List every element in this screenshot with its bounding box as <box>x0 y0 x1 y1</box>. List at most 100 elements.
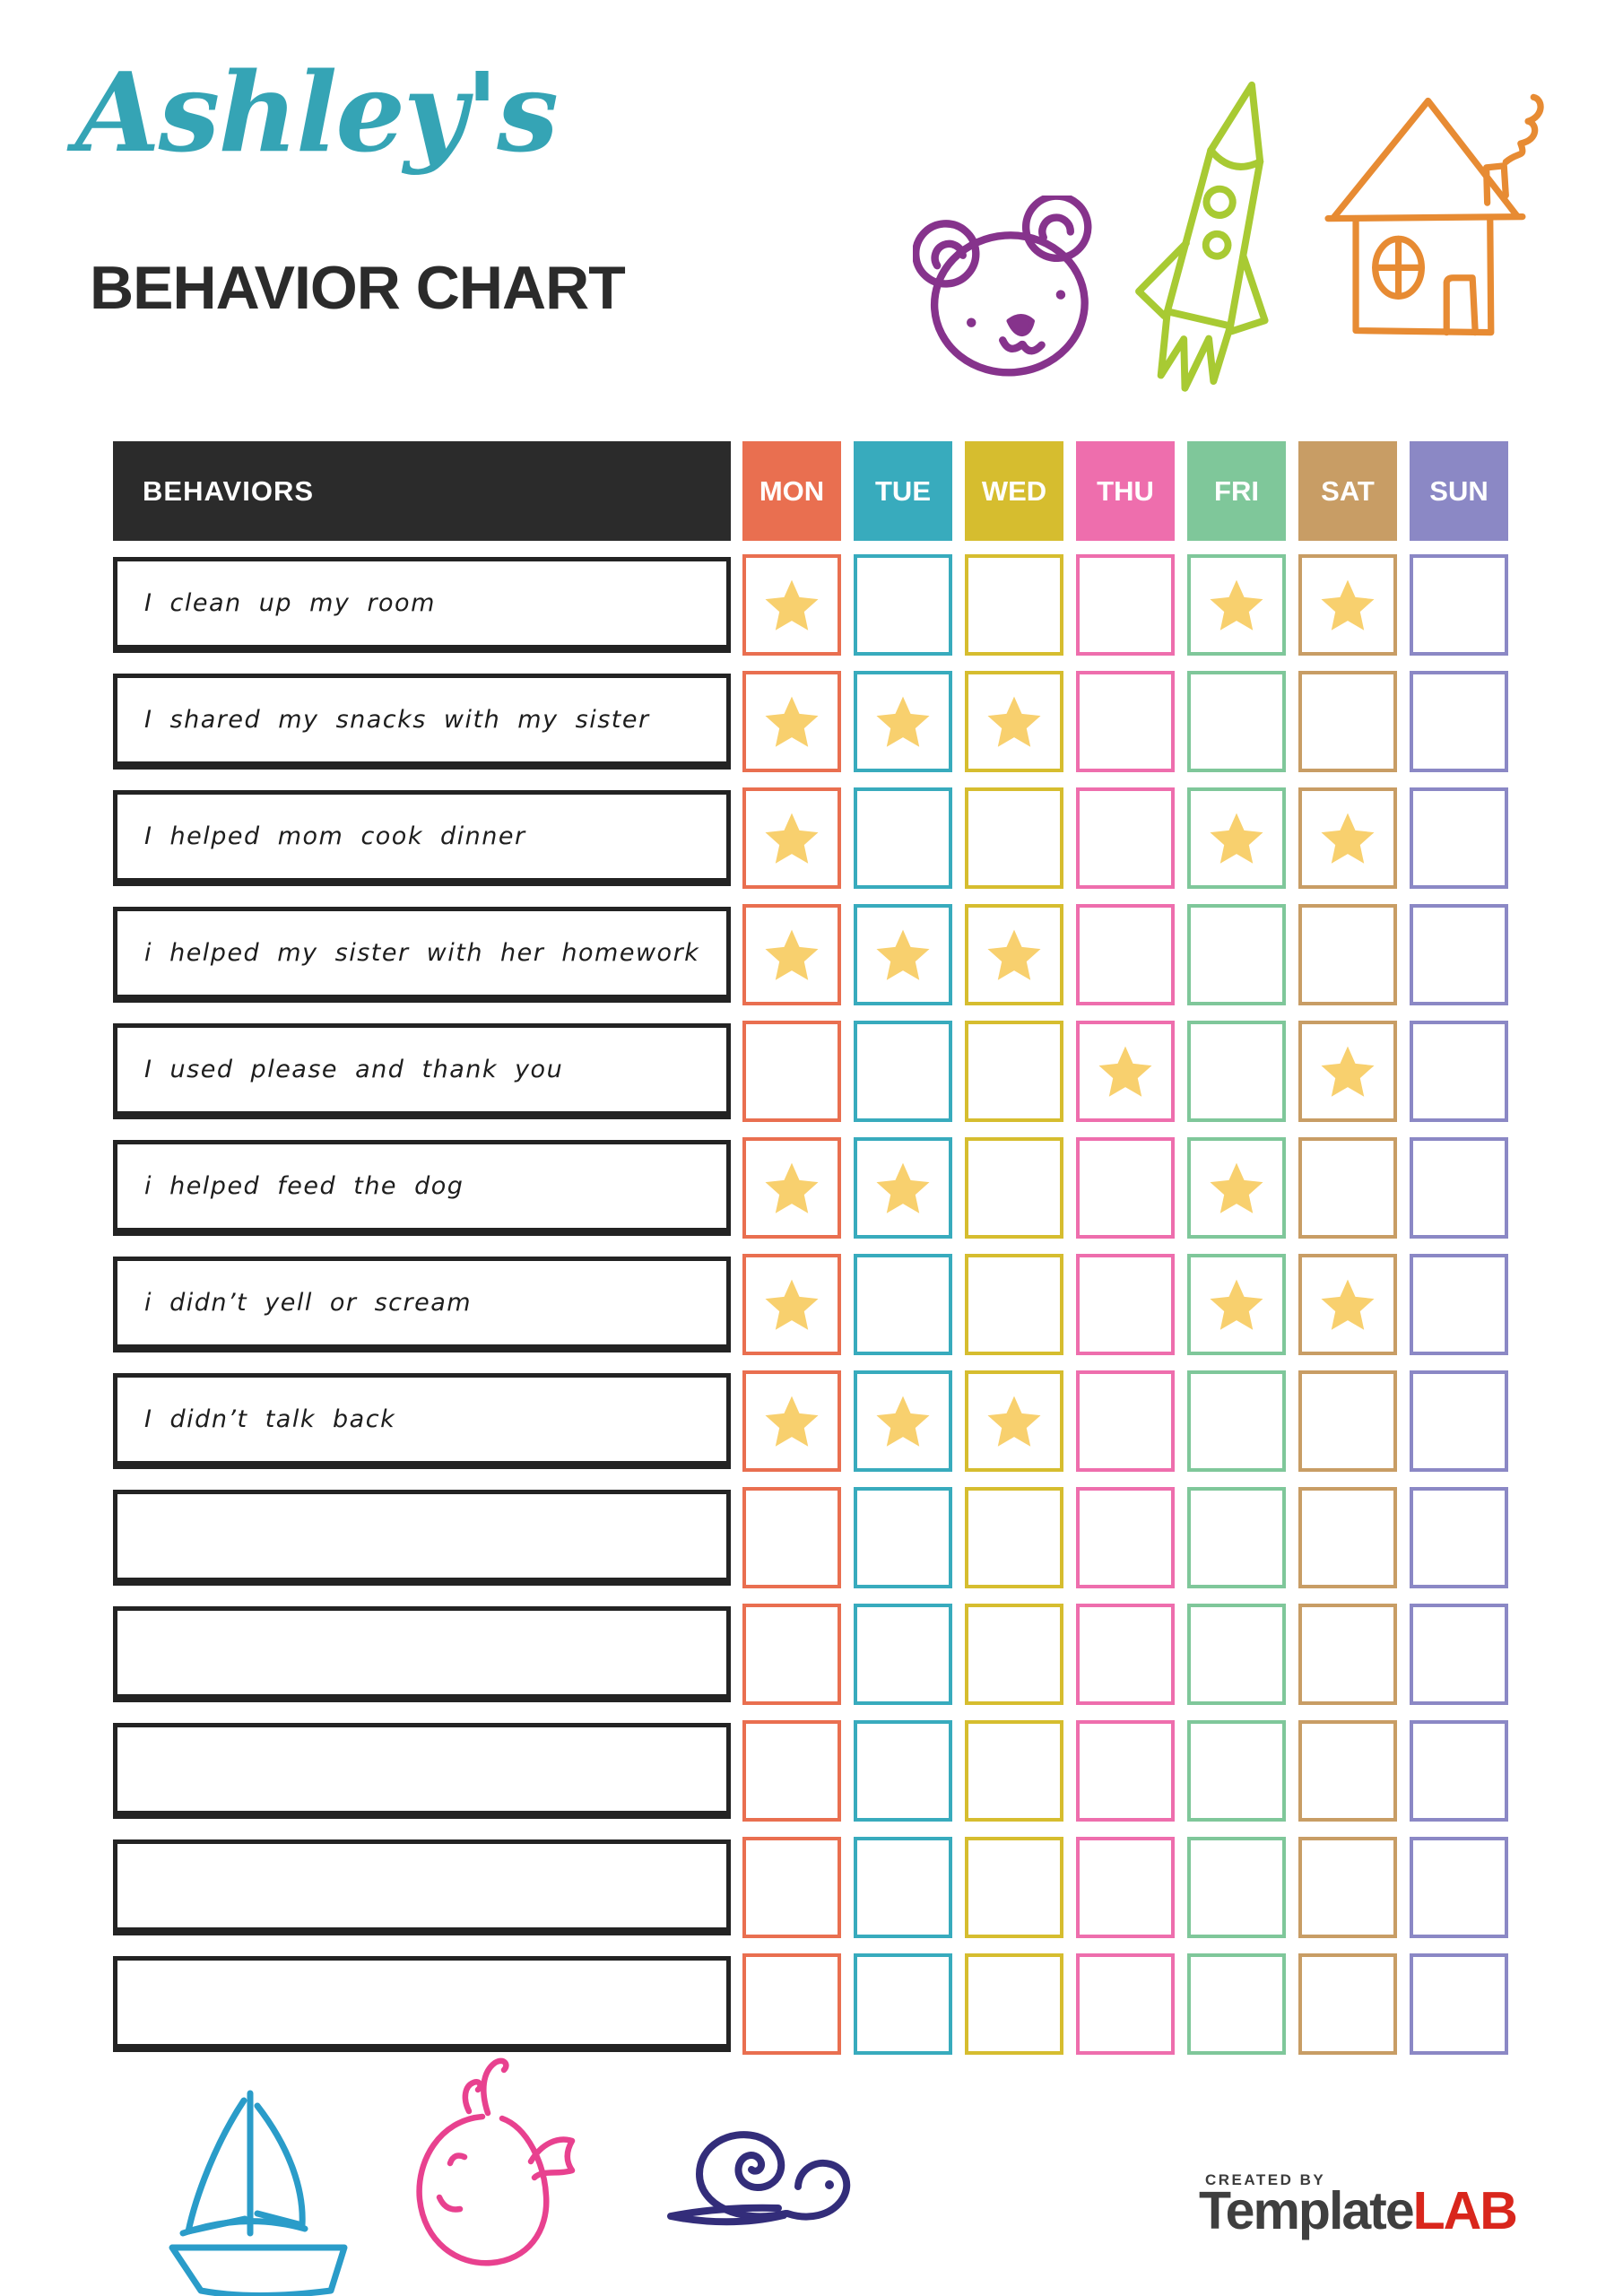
behavior-label <box>113 1956 731 2052</box>
day-cell-fri <box>1187 1720 1286 1822</box>
star-icon <box>765 696 819 747</box>
day-cell-thu <box>1076 1604 1175 1705</box>
star-icon <box>1321 813 1375 864</box>
day-cell-thu <box>1076 787 1175 889</box>
day-cell-thu <box>1076 1370 1175 1472</box>
day-cell-fri <box>1187 671 1286 772</box>
day-cell-thu <box>1076 1837 1175 1938</box>
star-icon <box>876 1396 930 1447</box>
star-icon <box>765 813 819 864</box>
behavior-label: i helped feed the dog <box>113 1140 731 1236</box>
day-cell-sat <box>1298 554 1397 656</box>
day-cell-tue <box>854 1021 952 1122</box>
behavior-label <box>113 1606 731 1702</box>
table-row <box>113 1604 1512 1705</box>
day-cell-sun <box>1410 1021 1508 1122</box>
day-cell-tue <box>854 671 952 772</box>
day-cell-sat <box>1298 671 1397 772</box>
day-cell-fri <box>1187 1487 1286 1588</box>
day-cell-tue <box>854 1837 952 1938</box>
day-cell-tue <box>854 1953 952 2055</box>
created-by-label: CREATED BY <box>1205 2171 1326 2188</box>
day-cell-wed <box>965 1953 1063 2055</box>
table-row: I used please and thank you <box>113 1021 1512 1122</box>
table-row: I helped mom cook dinner <box>113 787 1512 889</box>
day-cell-tue <box>854 554 952 656</box>
day-cell-sun <box>1410 1254 1508 1355</box>
day-cell-sat <box>1298 1604 1397 1705</box>
day-cell-tue <box>854 1720 952 1822</box>
day-cell-mon <box>742 671 841 772</box>
star-icon <box>765 1396 819 1447</box>
day-cell-wed <box>965 1720 1063 1822</box>
page-title: Ashley's <box>75 48 559 177</box>
day-cell-wed <box>965 1604 1063 1705</box>
day-header-sun: SUN <box>1410 441 1508 541</box>
star-icon <box>876 696 930 747</box>
table-row <box>113 1953 1512 2055</box>
day-header-wed: WED <box>965 441 1063 541</box>
day-cell-mon <box>742 1837 841 1938</box>
day-cell-sun <box>1410 1370 1508 1472</box>
day-cell-wed <box>965 904 1063 1005</box>
sailboat-icon <box>124 2079 357 2296</box>
behavior-label: I helped mom cook dinner <box>113 790 731 886</box>
day-cell-mon <box>742 1137 841 1239</box>
star-icon <box>1321 1046 1375 1097</box>
brand-template: Template <box>1199 2181 1415 2240</box>
star-icon <box>1210 1279 1263 1330</box>
day-cell-sat <box>1298 1021 1397 1122</box>
day-cell-thu <box>1076 554 1175 656</box>
star-icon <box>1210 1162 1263 1213</box>
day-cell-mon <box>742 1021 841 1122</box>
day-cell-thu <box>1076 1720 1175 1822</box>
day-cell-tue <box>854 1254 952 1355</box>
page-subtitle: BEHAVIOR CHART <box>90 254 626 322</box>
table-row: I shared my snacks with my sister <box>113 671 1512 772</box>
table-row <box>113 1487 1512 1588</box>
day-cell-sun <box>1410 1720 1508 1822</box>
day-cell-wed <box>965 1487 1063 1588</box>
day-header-fri: FRI <box>1187 441 1286 541</box>
day-cell-thu <box>1076 1137 1175 1239</box>
behavior-label: I clean up my room <box>113 557 731 653</box>
star-icon <box>765 929 819 980</box>
day-cell-fri <box>1187 1370 1286 1472</box>
whale-icon <box>384 2056 581 2269</box>
day-cell-mon <box>742 1487 841 1588</box>
templatelab-logo: TemplateLAB <box>1199 2185 1518 2238</box>
day-cell-sun <box>1410 1837 1508 1938</box>
day-cell-fri <box>1187 1254 1286 1355</box>
day-cell-sat <box>1298 1720 1397 1822</box>
table-row <box>113 1720 1512 1822</box>
day-cell-fri <box>1187 787 1286 889</box>
day-cell-fri <box>1187 904 1286 1005</box>
star-icon <box>765 579 819 631</box>
day-cell-mon <box>742 1370 841 1472</box>
behavior-label <box>113 1839 731 1935</box>
day-cell-mon <box>742 787 841 889</box>
day-cell-wed <box>965 554 1063 656</box>
day-cell-wed <box>965 1370 1063 1472</box>
chart-table: BEHAVIORS MON TUE WED THU FRI SAT SUN I clean … <box>113 441 1512 2056</box>
day-cell-thu <box>1076 671 1175 772</box>
behavior-label <box>113 1490 731 1586</box>
star-icon <box>987 1396 1041 1447</box>
day-cell-mon <box>742 904 841 1005</box>
day-cell-tue <box>854 904 952 1005</box>
rocket-icon <box>1132 74 1306 407</box>
day-cell-fri <box>1187 1837 1286 1938</box>
day-cell-fri <box>1187 1021 1286 1122</box>
star-icon <box>1098 1046 1152 1097</box>
day-cell-tue <box>854 1604 952 1705</box>
day-cell-wed <box>965 787 1063 889</box>
table-row: i didn’t yell or scream <box>113 1254 1512 1355</box>
day-cell-wed <box>965 1021 1063 1122</box>
day-cell-thu <box>1076 1953 1175 2055</box>
brand-lab: LAB <box>1412 2181 1518 2240</box>
day-cell-sat <box>1298 1953 1397 2055</box>
house-icon <box>1306 86 1575 371</box>
day-cell-sun <box>1410 1953 1508 2055</box>
table-row: i helped feed the dog <box>113 1137 1512 1239</box>
